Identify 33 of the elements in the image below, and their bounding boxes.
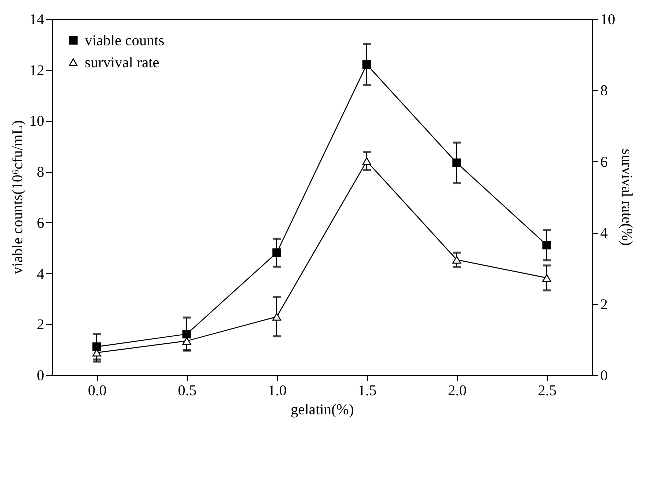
x-tick-label: 1.5 [358, 384, 377, 400]
y-tick-label: 2 [37, 318, 44, 334]
y2-tick-label: 4 [600, 226, 608, 242]
x-tick-label: 1.0 [268, 384, 287, 400]
y-tick-label: 14 [30, 12, 45, 28]
point [272, 248, 282, 258]
x-tick-label: 2.0 [448, 384, 467, 400]
y-tick-label: 10 [30, 114, 44, 130]
point [362, 60, 372, 70]
y-tick-label: 4 [37, 266, 45, 283]
x-tick-label: 2.5 [538, 384, 557, 400]
y2-tick-label: 10 [600, 12, 616, 28]
point [452, 158, 462, 168]
y-tick-label: 8 [37, 165, 44, 182]
point [452, 256, 462, 264]
x-axis-title: gelatin(%) [290, 402, 354, 418]
point [362, 158, 372, 166]
x-tick-label: 0.0 [88, 384, 107, 400]
y2-tick-label: 6 [600, 154, 608, 171]
legend-label: viable counts [85, 34, 165, 50]
y2-tick-label: 2 [600, 297, 608, 314]
y-tick-label: 12 [30, 63, 44, 80]
point [542, 274, 552, 282]
point [542, 240, 552, 250]
y-axis-title: viable counts(10⁶cfu/mL) [10, 120, 26, 274]
y-tick-label: 0 [37, 368, 44, 384]
y2-tick-label: 8 [600, 84, 608, 100]
legend-label: survival rate [85, 56, 160, 72]
point [272, 313, 282, 321]
x-tick-label: 0.5 [178, 384, 197, 400]
y-tick-label: 6 [37, 216, 45, 232]
y2-tick-label: 0 [600, 368, 608, 384]
y2-axis-title: survival rate(%) [618, 148, 634, 246]
